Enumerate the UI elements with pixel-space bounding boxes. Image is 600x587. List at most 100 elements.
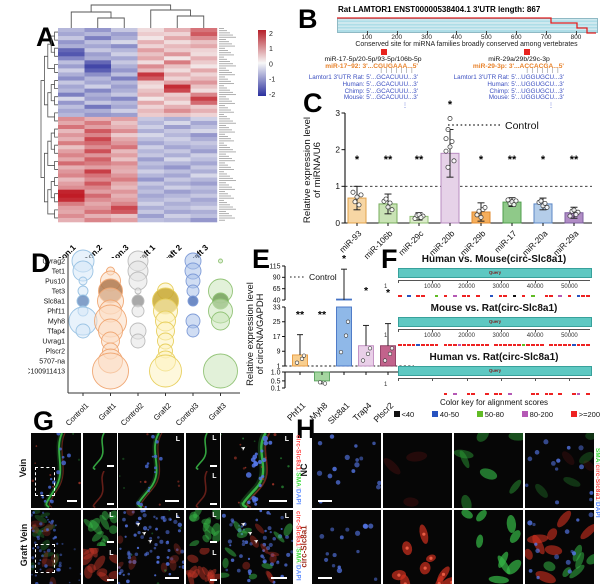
- micrograph-subtile: L: [185, 509, 220, 546]
- utr-tick-label: 300: [421, 34, 432, 41]
- micrograph-subtile: L: [185, 547, 220, 584]
- svg-text:**: **: [570, 154, 579, 166]
- alignment-mark: [558, 393, 563, 395]
- alignment-mark: [398, 344, 402, 346]
- alignment-mark: [535, 344, 540, 346]
- lumen-label: L: [109, 511, 114, 519]
- svg-text:Graft3: Graft3: [207, 401, 228, 422]
- alignment-mark: [453, 344, 457, 346]
- pairing-bars: | | | | | | |: [526, 68, 560, 74]
- legend-label: 50-80: [484, 409, 504, 419]
- legend-item: <40: [394, 409, 414, 419]
- alignment-mark: [503, 344, 508, 346]
- alignment-mark: [485, 393, 489, 395]
- axis-tick: [500, 378, 502, 381]
- bar-Slc8a1: [336, 268, 352, 367]
- channel-name: /: [594, 500, 600, 502]
- legend-label: 40-50: [439, 409, 460, 419]
- micrograph-subtile: L: [82, 509, 117, 546]
- channel-name: SMA: [294, 472, 302, 488]
- svg-text:1: 1: [277, 363, 281, 370]
- alignment-mark: [471, 344, 475, 346]
- scale-bar: [164, 500, 179, 503]
- alignment-mark: [586, 393, 590, 395]
- query-bar: Query: [398, 317, 592, 327]
- axis-tick: [500, 280, 502, 283]
- micrograph-tile: [454, 433, 523, 508]
- micrograph-tile: [82, 433, 117, 508]
- alignment-mark: [581, 295, 585, 297]
- panel-label-g: G: [33, 406, 55, 436]
- axis-tick: [398, 378, 399, 381]
- svg-text:Tfap4: Tfap4: [47, 329, 65, 336]
- svg-text:115: 115: [269, 263, 280, 270]
- alignment-mark: [462, 344, 466, 346]
- legend-label: >=200: [578, 409, 600, 419]
- bar-miR-29c: [409, 212, 429, 224]
- svg-text:Uvrag1: Uvrag1: [42, 339, 65, 346]
- axis-tick-label: 50000: [561, 284, 578, 290]
- alignment-plot-2: Mouse vs. Rat(circ-Slc8a1) Query 1 10000 200…: [384, 303, 600, 352]
- alignment-mark: [402, 344, 407, 346]
- scale-bar: [106, 541, 114, 543]
- legend-item: 50-80: [477, 409, 504, 419]
- micrograph-tile: L ➤ ➤ ➤: [118, 509, 184, 584]
- alignment-mark: [512, 344, 517, 346]
- alignment-mark: [508, 344, 512, 346]
- svg-text:65: 65: [273, 286, 281, 293]
- channel-name: DAPI: [294, 564, 302, 581]
- channel-name: DAPI: [594, 501, 600, 518]
- channel-name: /: [294, 563, 302, 565]
- channel-label-g1: circ-Slc8a1/SMA/DAPI: [295, 435, 302, 509]
- micrograph-subtile: L: [185, 433, 220, 470]
- scale-bar: [271, 576, 288, 579]
- lumen-label: L: [175, 436, 180, 443]
- axis-tick-label: 1: [384, 382, 388, 388]
- lumen-label: L: [212, 435, 217, 442]
- alignment-panel: Human vs. Mouse(circ-Slc8a1) Query 1 10000 2…: [384, 248, 600, 426]
- svg-text:*: *: [386, 287, 391, 299]
- svg-text:2: 2: [269, 31, 273, 38]
- panel-label-b: B: [298, 4, 318, 34]
- lumen-label: L: [212, 549, 217, 557]
- alignment-mark: [540, 344, 544, 346]
- alignment-legend: <40 40-50 50-80 80-200 >=200: [394, 409, 600, 419]
- lumen-label: L: [175, 512, 180, 520]
- alignment-mark: [549, 393, 553, 395]
- channel-label-g2: circ-Slc8a1/SMA/DAPI: [295, 511, 302, 585]
- utr-caption: Conserved site for miRNA families broadl…: [355, 41, 578, 48]
- micrograph-tile: [31, 509, 81, 584]
- svg-text:**: **: [415, 154, 424, 166]
- alignment-mark: [530, 344, 535, 346]
- mirna-seed-seq: miR-17~92: 3'...CGUGAAA...5': [325, 63, 418, 70]
- micrograph-tile: [525, 509, 594, 584]
- svg-text:33: 33: [273, 304, 281, 311]
- alignment-mark: [521, 344, 526, 346]
- axis-tick: [569, 378, 571, 381]
- micrograph-tile: L ➤ ➤ ➤: [221, 509, 293, 584]
- svg-text:9: 9: [277, 349, 281, 356]
- heatmap: [58, 28, 218, 223]
- bar-miR-29b: [471, 202, 491, 224]
- species-seq: Mouse: 5'...GCACUUU...3': [343, 94, 418, 102]
- mirna-family-label: miR-17-5p/20-5p/93-5p/106b-5p: [324, 56, 422, 63]
- scale-bar: [67, 500, 77, 503]
- utr-tick: [575, 31, 577, 35]
- axis-tick-label: 20000: [458, 333, 475, 339]
- bar-Myh8: [314, 371, 330, 386]
- svg-text:Graft1: Graft1: [97, 401, 118, 422]
- dashed-roi-box: [34, 543, 55, 573]
- alignment-mark: [581, 344, 585, 346]
- channel-name: circ-Slc8a1: [294, 511, 302, 547]
- row-labels-micro: [219, 28, 236, 221]
- alignment-mark: [416, 344, 420, 346]
- alignment-mark: [411, 344, 416, 346]
- alignment-mark: [466, 344, 471, 346]
- ellipsis-dots: ⋮: [402, 103, 408, 109]
- svg-text:1: 1: [335, 181, 340, 191]
- legend-swatch-icon: [477, 411, 483, 417]
- svg-text:0.5: 0.5: [271, 378, 281, 385]
- micrograph-subtile: L: [185, 471, 220, 508]
- svg-text:Uvrag2: Uvrag2: [42, 259, 65, 266]
